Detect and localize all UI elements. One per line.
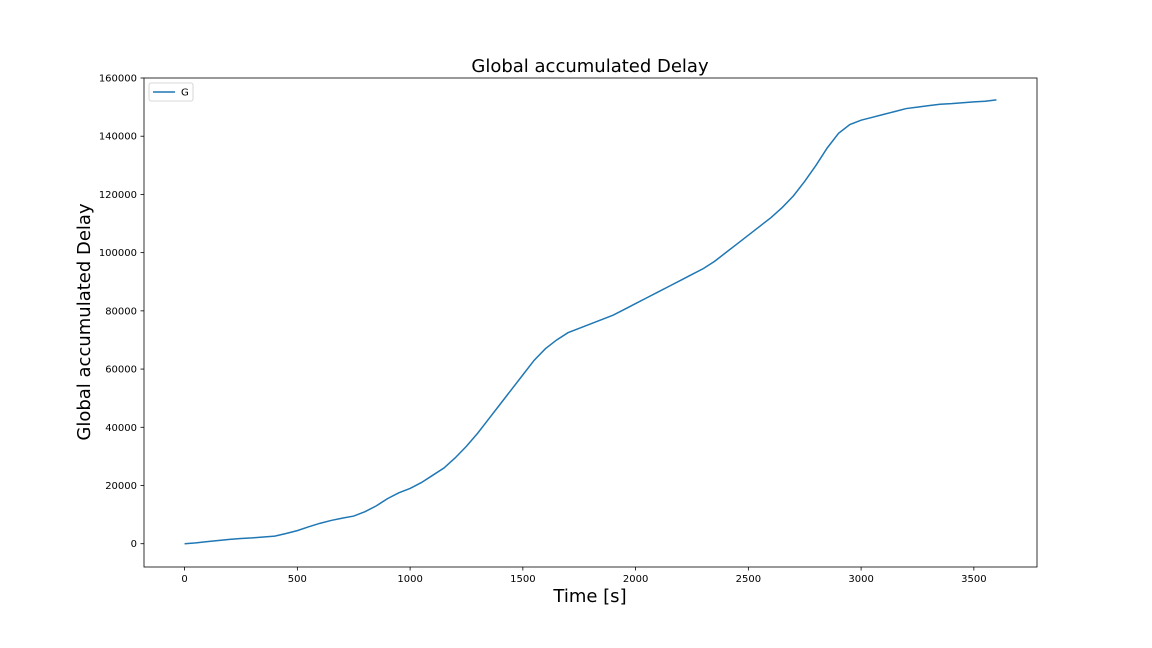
y-tick-label: 120000 [99,190,137,201]
y-tick-label: 160000 [99,74,137,85]
x-tick-label: 2500 [736,574,761,585]
plot-content [184,99,997,545]
y-tick-label: 100000 [99,248,137,259]
y-tick-label: 80000 [105,306,137,317]
series-line-g [184,99,997,545]
x-tick-label: 500 [288,574,307,585]
y-tick-label: 40000 [105,423,137,434]
x-tick-label: 3500 [961,574,986,585]
x-tick-label: 1000 [397,574,422,585]
y-tick-label: 60000 [105,365,137,376]
x-axis: 0 500 1000 1500 2000 2500 3000 3500 [181,567,987,585]
x-axis-label: Time [s] [552,586,626,607]
x-tick-label: 1500 [510,574,535,585]
x-tick-label: 2000 [623,574,648,585]
plot-frame [143,77,1038,568]
y-axis-label: Global accumulated Delay [74,203,95,441]
x-tick-label: 0 [181,574,187,585]
y-axis: 0 20000 40000 60000 80000 100000 120000 140000 1… [99,74,144,550]
legend: G [148,82,194,102]
y-tick-label: 140000 [99,132,137,143]
y-tick-label: 0 [131,539,137,550]
chart-title: Global accumulated Delay [471,56,709,77]
plot-area [144,78,1037,567]
legend-label: G [181,88,189,99]
y-tick-label: 20000 [105,481,137,492]
x-tick-label: 3000 [848,574,873,585]
